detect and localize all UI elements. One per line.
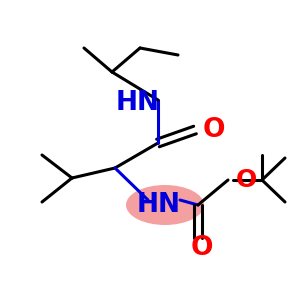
Text: HN: HN <box>116 90 160 116</box>
Text: HN: HN <box>137 192 181 218</box>
Text: O: O <box>236 168 257 192</box>
Ellipse shape <box>126 185 204 225</box>
Text: O: O <box>191 235 213 261</box>
Text: O: O <box>203 117 226 143</box>
